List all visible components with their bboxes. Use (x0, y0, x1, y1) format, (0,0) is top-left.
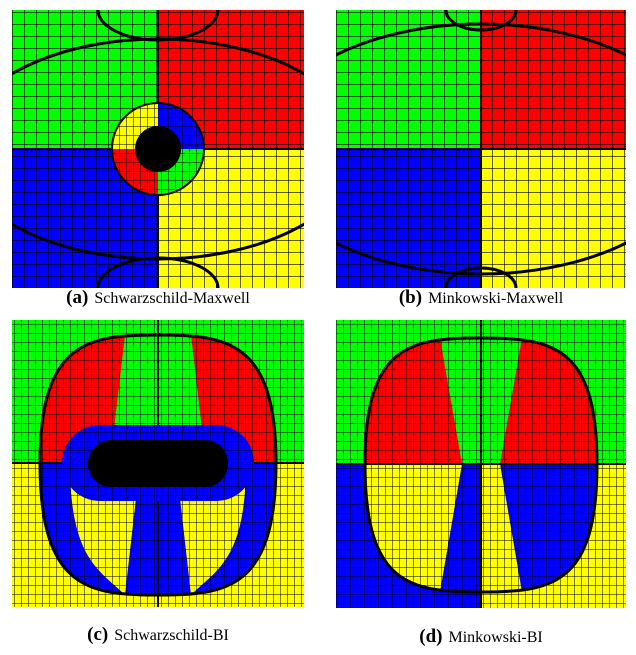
figure: (a) Schwarzschild-Maxwell (b) Minkowski-Ma… (0, 0, 636, 655)
caption-b: (b) Minkowski-Maxwell (399, 287, 564, 308)
panel-b (261, 0, 636, 308)
panel-c (12, 320, 304, 607)
panel-label: (a) (66, 287, 88, 308)
panel-caption: Schwarzschild-Maxwell (94, 290, 250, 307)
panel-label: (d) (419, 626, 442, 647)
panel-d (336, 320, 626, 608)
panel-caption: Schwarzschild-BI (114, 627, 229, 644)
caption-a: (a) Schwarzschild-Maxwell (66, 287, 250, 308)
panel-caption: Minkowski-BI (449, 629, 543, 646)
panel-caption: Minkowski-Maxwell (428, 290, 564, 307)
panel-a (0, 0, 358, 318)
caption-d: (d) Minkowski-BI (419, 626, 542, 647)
caption-c: (c) Schwarzschild-BI (87, 624, 229, 645)
panel-label: (b) (399, 287, 422, 308)
panel-label: (c) (87, 624, 108, 645)
